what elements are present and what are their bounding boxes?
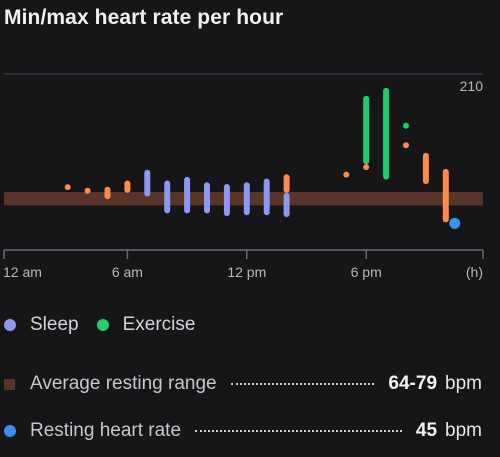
x-tick-label: 12 pm [227, 264, 266, 280]
y-max-label: 210 [460, 78, 484, 94]
sleep-bar-13h [263, 178, 270, 216]
exercise-bar-20h [403, 122, 409, 129]
sleep-legend-label: Sleep [30, 314, 79, 335]
sleep-bar-10h [204, 182, 210, 214]
sleep-bar-7h [144, 169, 151, 197]
other-bar-5h [104, 186, 111, 200]
other-bar-17h [343, 171, 350, 178]
other-bar-22h [442, 168, 449, 223]
exercise-legend-dot [96, 319, 109, 331]
resting-heart-rate-dot [4, 425, 16, 437]
sleep-bar-8h [164, 180, 171, 214]
sleep-bar-14h [283, 192, 290, 217]
resting-heart-rate-row: Resting heart rate 45 bpm [4, 420, 482, 442]
x-tick-label: 12 am [3, 264, 42, 280]
legend-exercise: Exercise [96, 314, 196, 336]
resting-heart-rate-unit: bpm [445, 420, 482, 441]
dotted-leader [195, 430, 402, 432]
resting-heart-rate-marker [449, 217, 461, 229]
other-bar-18h [363, 164, 370, 171]
sleep-legend-dot [4, 319, 16, 331]
exercise-bar-18h [363, 95, 370, 165]
average-resting-band [4, 192, 483, 206]
average-resting-range-row: Average resting range 64-79 bpm [4, 373, 482, 395]
other-bar-6h [124, 180, 131, 193]
x-tick-label: 6 pm [351, 264, 382, 280]
resting-range-swatch [4, 378, 15, 390]
other-bar-21h [422, 152, 429, 185]
dotted-leader [230, 383, 375, 385]
x-axis: 12 am 6 am 12 pm 6 pm (h) [3, 250, 484, 280]
other-bar-14h [283, 174, 290, 193]
heart-rate-bars [64, 87, 449, 223]
chart-title: Min/max heart rate per hour [4, 6, 284, 29]
sleep-bar-9h [184, 176, 191, 214]
other-bar-4h [84, 187, 91, 194]
sleep-bar-11h [223, 184, 230, 217]
chart-legend: Sleep Exercise [4, 314, 213, 336]
exercise-legend-label: Exercise [122, 314, 196, 335]
resting-heart-rate-value: 45 [415, 420, 438, 441]
x-tick-label: 6 am [112, 264, 143, 280]
average-resting-range-unit: bpm [445, 373, 482, 394]
average-resting-range-value: 64-79 [388, 373, 438, 394]
exercise-bar-19h [383, 87, 390, 180]
legend-sleep: Sleep [4, 314, 79, 336]
average-resting-range-label: Average resting range [30, 373, 217, 394]
other-bar-20h [403, 142, 409, 149]
sleep-bar-12h [243, 182, 250, 216]
other-bar-3h [64, 184, 71, 191]
resting-heart-rate-label: Resting heart rate [30, 420, 182, 441]
heart-rate-chart: 210 12 am 6 am 12 pm 6 pm (h) [3, 73, 484, 280]
x-tick-label: (h) [466, 264, 483, 280]
